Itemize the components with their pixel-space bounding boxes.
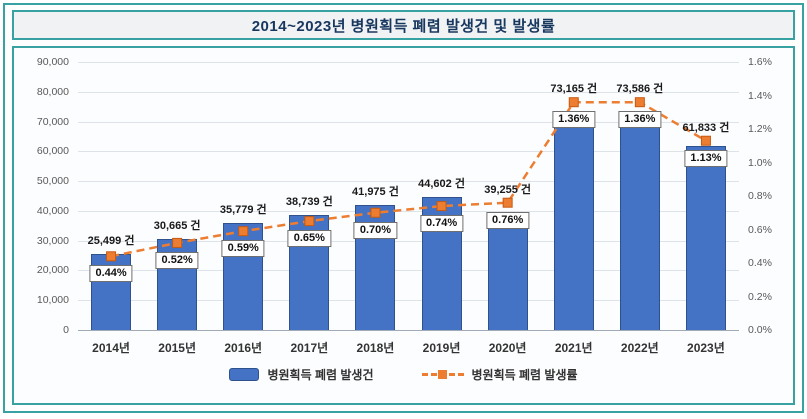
y-axis-tick-right: 0.6% xyxy=(748,223,772,236)
rate-value-label: 1.36% xyxy=(552,111,596,129)
rate-value-label: 0.52% xyxy=(155,251,199,269)
bar-value-label: 30,665 건 xyxy=(153,219,201,232)
x-axis-label: 2022년 xyxy=(620,341,659,355)
line-marker xyxy=(502,197,513,208)
x-axis-label: 2018년 xyxy=(356,341,395,355)
rate-line-layer xyxy=(106,97,711,262)
y-axis-tick-left: 90,000 xyxy=(36,56,69,68)
x-axis-label: 2019년 xyxy=(422,341,461,355)
y-axis-tick-right: 0.8% xyxy=(748,190,772,202)
x-axis-label: 2021년 xyxy=(554,341,593,355)
x-axis-label: 2023년 xyxy=(687,341,725,355)
chart-title-box: 2014~2023년 병원획득 폐렴 발생건 및 발생률 xyxy=(12,10,795,40)
y-axis-tick-right: 1.6% xyxy=(748,56,772,68)
bar xyxy=(553,112,594,330)
gridline xyxy=(78,210,739,212)
y-axis-tick-right: 1.2% xyxy=(748,123,772,135)
rate-value-label: 0.65% xyxy=(287,230,331,248)
bar-value-label: 44,602 건 xyxy=(418,178,465,191)
gridline xyxy=(78,330,739,331)
line-swatch-icon xyxy=(421,369,464,381)
gridline xyxy=(78,181,739,183)
plot-area: 0 10,000 20,000 30,000 40,000 50,000 60,000 70,… xyxy=(37,56,772,336)
x-axis-label: 2016년 xyxy=(224,341,263,355)
bar-value-label: 61,833 건 xyxy=(682,121,730,134)
legend-item-rate: 병원획득 폐렴 발생률 xyxy=(421,366,578,383)
trend-line xyxy=(110,100,707,258)
bar xyxy=(685,145,726,330)
legend-item-cases: 병원획득 폐렴 발생건 xyxy=(229,366,374,383)
legend-label-cases: 병원획득 폐렴 발생건 xyxy=(267,368,374,382)
gridline xyxy=(78,240,739,242)
line-marker xyxy=(172,237,183,248)
y-axis-tick-right: 0.0% xyxy=(748,324,772,336)
line-marker xyxy=(304,216,315,227)
y-axis-tick-right: 0.2% xyxy=(748,290,772,303)
line-marker xyxy=(238,226,249,237)
line-marker xyxy=(568,97,579,108)
line-marker xyxy=(700,135,711,146)
rate-value-label: 0.44% xyxy=(89,265,133,283)
bar-value-label: 38,739 건 xyxy=(285,195,333,208)
y-axis-tick-right: 1.4% xyxy=(748,89,772,102)
bar-value-label: 35,779 건 xyxy=(219,204,267,217)
bar-value-label: 39,255 건 xyxy=(484,183,532,196)
rate-value-label: 0.59% xyxy=(221,240,265,258)
line-marker xyxy=(370,207,381,218)
gridline xyxy=(78,300,739,302)
x-axis-label: 2020년 xyxy=(488,341,527,355)
chart-title: 2014~2023년 병원획득 폐렴 발생건 및 발생률 xyxy=(251,17,556,35)
y-axis-tick-left: 50,000 xyxy=(36,175,69,188)
rate-value-label: 0.76% xyxy=(486,211,530,229)
rate-value-label: 0.74% xyxy=(419,215,464,233)
bar xyxy=(619,110,660,330)
bar-value-label: 41,975 건 xyxy=(352,186,399,198)
y-axis-tick-left: 20,000 xyxy=(36,264,69,277)
x-axis-label: 2014년 xyxy=(92,341,130,355)
bar-value-label: 73,586 건 xyxy=(616,83,664,96)
x-axis-labels: 2014년 2015년 2016년 2017년 2018년 2019년 2020년 2021년… xyxy=(78,339,739,356)
rate-value-label: 1.13% xyxy=(684,149,728,167)
rate-value-label: 0.70% xyxy=(353,221,398,239)
y-axis-tick-right: 1.0% xyxy=(748,156,772,169)
line-marker xyxy=(634,97,645,108)
chart-panel: 0 10,000 20,000 30,000 40,000 50,000 60,000 70,… xyxy=(12,46,795,405)
gridline xyxy=(78,151,739,153)
legend: 병원획득 폐렴 발생건 병원획득 폐렴 발생률 xyxy=(14,366,793,383)
square-marker-icon xyxy=(437,369,447,379)
legend-label-rate: 병원획득 폐렴 발생률 xyxy=(471,368,578,382)
y-axis-tick-left: 10,000 xyxy=(36,294,69,307)
y-axis-tick-left: 70,000 xyxy=(36,115,69,128)
bar-swatch-icon xyxy=(229,368,260,381)
line-marker xyxy=(436,201,447,212)
y-axis-tick-left: 60,000 xyxy=(36,145,69,158)
gridline xyxy=(78,62,739,63)
y-axis-tick-right: 0.4% xyxy=(748,257,772,269)
outer-frame: 2014~2023년 병원획득 폐렴 발생건 및 발생률 0 10,000 20,0… xyxy=(3,3,804,413)
gridline xyxy=(78,91,739,93)
gridline xyxy=(78,121,739,123)
x-axis-label: 2015년 xyxy=(158,341,197,355)
rate-value-label: 1.36% xyxy=(618,111,662,129)
y-axis-tick-left: 80,000 xyxy=(36,85,69,98)
gridline xyxy=(78,270,739,272)
y-axis-tick-left: 40,000 xyxy=(36,204,69,217)
x-axis-label: 2017년 xyxy=(290,341,329,355)
y-axis-tick-left: 30,000 xyxy=(36,234,69,247)
y-axis-tick-left: 0 xyxy=(63,324,69,336)
line-marker xyxy=(106,251,117,262)
bar-value-label: 25,499 건 xyxy=(87,235,135,248)
bar-value-label: 73,165 건 xyxy=(550,83,598,96)
